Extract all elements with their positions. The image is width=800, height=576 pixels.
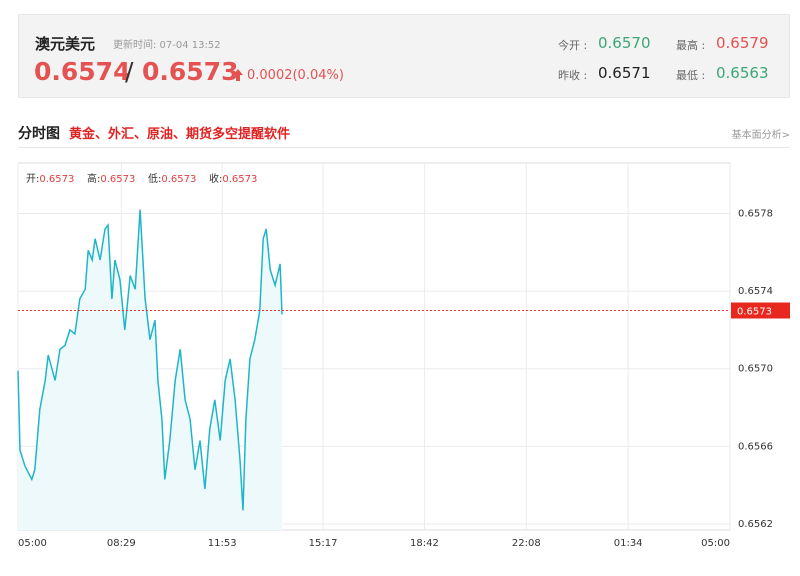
info-label: 高: [87,172,100,185]
x-tick-label: 22:08 [512,538,541,549]
up-arrow [233,69,243,81]
info-value: 0.6573 [161,174,196,185]
stat-label: 最低 : [676,69,706,82]
price-separator: / [125,57,134,86]
y-tick-label: 0.6578 [738,208,773,219]
info-label: 低: [148,172,161,185]
stat-value: 0.6563 [716,64,769,82]
y-tick-label: 0.6570 [738,364,773,375]
x-tick-label: 15:17 [309,538,338,549]
y-tick-label: 0.6562 [738,519,773,530]
symbol-name: 澳元美元 [35,35,96,53]
info-value: 0.6573 [100,174,135,185]
stat-value: 0.6571 [598,64,651,82]
info-value: 0.6573 [39,174,74,185]
y-tick-label: 0.6574 [738,286,773,297]
analysis-link[interactable]: 基本面分析> [731,130,790,141]
price-change: 0.0002(0.04%) [247,68,344,83]
x-tick-label: 05:00 [18,538,47,549]
last-price-label: 0.6573 [737,307,772,318]
stat-value: 0.6579 [716,34,769,52]
info-value: 0.6573 [222,174,257,185]
price-area [18,209,283,530]
x-tick-label: 11:53 [208,538,237,549]
x-tick-label: 05:00 [701,538,730,549]
stat-label: 今开 : [558,39,588,52]
last-price-tag [731,302,790,319]
stat-label: 昨收 : [558,69,588,82]
section-title: 分时图 [18,126,60,142]
info-label: 收: [209,172,222,185]
stat-value: 0.6570 [598,34,651,52]
bid-price: 0.6574 [34,57,131,86]
x-tick-label: 01:34 [614,538,643,549]
stat-label: 最高 : [676,39,706,52]
ask-price: 0.6573 [142,57,239,86]
y-tick-label: 0.6566 [738,441,773,452]
promo-link[interactable]: 黄金、外汇、原油、期货多空提醒软件 [69,127,291,142]
info-label: 开: [26,174,39,185]
quote-panel [18,14,790,98]
price-line [17,209,283,511]
update-time: 更新时间: 07-04 13:52 [113,40,221,51]
divider [18,147,790,148]
x-tick-label: 08:29 [107,538,136,549]
x-tick-label: 18:42 [410,538,439,549]
